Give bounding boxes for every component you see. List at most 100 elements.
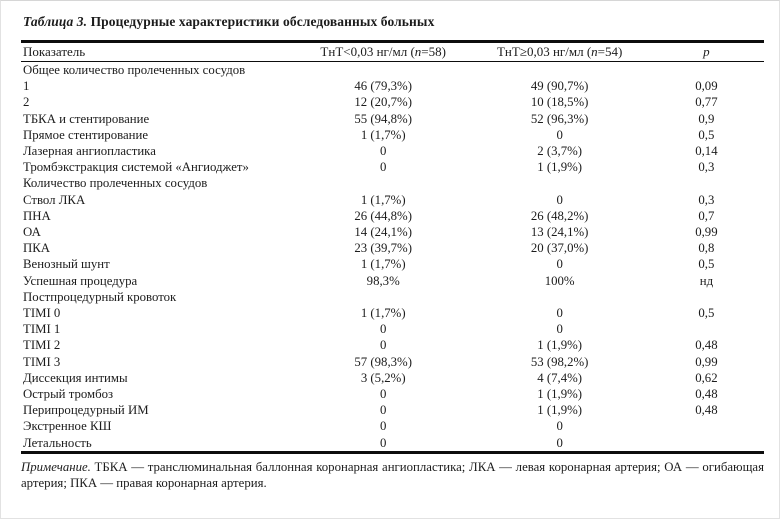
group1-value: 46 (79,3%) <box>354 79 412 94</box>
group1-value: 26 (44,8%) <box>354 208 412 223</box>
group2-value: 53 (98,2%) <box>530 354 589 369</box>
group1-value: 0 <box>380 435 387 450</box>
header-indicator: Показатель <box>21 41 296 62</box>
group2-value <box>471 62 649 79</box>
header-group2: ТнТ≥0,03 нг/мл (n=54) <box>470 41 649 62</box>
row-label: Количество пролеченных сосудов <box>23 176 208 191</box>
table-row: Тромбэкстракция системой «Ангиоджет» 0 1 (… <box>21 159 764 175</box>
group2-value: 1 (1,9%) <box>537 387 583 402</box>
p-value: 0,99 <box>695 354 718 369</box>
header-p-value: p <box>648 41 764 62</box>
p-value: 0,14 <box>695 144 718 159</box>
group2-value: 13 (24,1%) <box>530 225 589 240</box>
table-row: TIMI 2 0 1 (1,9%) 0,48 <box>21 337 764 353</box>
group1-value: 98,3% <box>366 273 400 288</box>
group2-value: 20 (37,0%) <box>530 241 589 256</box>
group1-value <box>296 289 471 305</box>
group1-value: 14 (24,1%) <box>354 225 412 240</box>
group1-value: 0 <box>380 419 387 434</box>
table-row: Успешная процедура 98,3% 100% нд <box>21 273 764 289</box>
p-value: 0,5 <box>698 127 715 142</box>
group2-value: 0 <box>556 127 563 142</box>
table-number: Таблица 3. <box>23 14 88 29</box>
group2-value: 49 (90,7%) <box>530 79 589 94</box>
p-value <box>649 321 764 337</box>
group2-value: 10 (18,5%) <box>530 95 589 110</box>
group2-value: 100% <box>544 273 575 288</box>
p-value <box>649 62 764 79</box>
p-value: 0,8 <box>698 241 715 256</box>
group1-value: 55 (94,8%) <box>354 111 412 126</box>
row-label: Успешная процедура <box>23 273 138 288</box>
row-label: ОА <box>23 225 41 240</box>
row-label: ПНА <box>23 208 51 223</box>
group1-value: 1 (1,7%) <box>360 127 406 142</box>
table-row: 2 12 (20,7%) 10 (18,5%) 0,77 <box>21 94 764 110</box>
group2-value: 26 (48,2%) <box>530 208 589 223</box>
section-row: Количество пролеченных сосудов <box>21 175 764 191</box>
group2-value: 4 (7,4%) <box>537 370 583 385</box>
p-value: 0,99 <box>695 225 718 240</box>
row-label: ТБКА и стентирование <box>23 111 150 126</box>
p-value: 0,48 <box>695 387 718 402</box>
table-row: Экстренное КШ 0 0 <box>21 418 764 434</box>
row-label: TIMI 3 <box>23 354 61 369</box>
row-label: Лазерная ангиопластика <box>23 144 156 159</box>
table-title-text: Процедурные характеристики обследованных… <box>87 14 435 29</box>
row-label: 1 <box>23 79 30 94</box>
p-value: 0,7 <box>698 208 715 223</box>
p-value: нд <box>699 273 714 288</box>
p-value: 0,48 <box>695 338 718 353</box>
group1-value <box>296 62 471 79</box>
group2-value <box>471 175 649 191</box>
row-label: 2 <box>23 95 30 110</box>
header-row: Показатель ТнТ<0,03 нг/мл (n=58) ТнТ≥0,0… <box>21 41 764 62</box>
p-value <box>649 175 764 191</box>
table-row: ПКА 23 (39,7%) 20 (37,0%) 0,8 <box>21 240 764 256</box>
row-label: Общее количество пролеченных сосудов <box>23 63 246 77</box>
group1-value: 0 <box>380 160 387 175</box>
table-row: Летальность 0 0 <box>21 435 764 453</box>
group1-value: 0 <box>380 403 387 418</box>
group2-value: 1 (1,9%) <box>537 403 583 418</box>
p-value: 0,09 <box>695 79 718 94</box>
p-value <box>649 289 764 305</box>
table-row: Перипроцедурный ИМ 0 1 (1,9%) 0,48 <box>21 402 764 418</box>
table-row: ПНА 26 (44,8%) 26 (48,2%) 0,7 <box>21 208 764 224</box>
p-value <box>649 418 764 434</box>
p-value: 0,48 <box>695 403 718 418</box>
header-group1: ТнТ<0,03 нг/мл (n=58) <box>295 41 471 62</box>
group1-value: 1 (1,7%) <box>360 306 406 321</box>
row-label: Тромбэкстракция системой «Ангиоджет» <box>23 160 249 175</box>
table-row: TIMI 0 1 (1,7%) 0 0,5 <box>21 305 764 321</box>
group2-value: 0 <box>556 306 563 321</box>
group2-value: 0 <box>556 435 563 450</box>
row-label: Постпроцедурный кровоток <box>23 289 177 304</box>
section-row: Общее количество пролеченных сосудов <box>21 62 764 79</box>
row-label: TIMI 2 <box>23 338 61 353</box>
table-row: TIMI 1 0 0 <box>21 321 764 337</box>
row-label: Летальность <box>23 435 92 450</box>
p-value: 0,3 <box>698 192 715 207</box>
table-row: ОА 14 (24,1%) 13 (24,1%) 0,99 <box>21 224 764 240</box>
group2-value: 0 <box>556 322 563 337</box>
row-label: Экстренное КШ <box>23 419 112 434</box>
p-value: 0,77 <box>695 95 718 110</box>
table-row: Диссекция интимы 3 (5,2%) 4 (7,4%) 0,62 <box>21 370 764 386</box>
table-header: Показатель ТнТ<0,03 нг/мл (n=58) ТнТ≥0,0… <box>21 41 764 62</box>
row-label: Ствол ЛКА <box>23 192 86 207</box>
row-label: Венозный шунт <box>23 257 110 272</box>
row-label: Острый тромбоз <box>23 387 114 402</box>
group1-value: 12 (20,7%) <box>354 95 412 110</box>
group2-value: 1 (1,9%) <box>537 160 583 175</box>
table-row: Лазерная ангиопластика 0 2 (3,7%) 0,14 <box>21 143 764 159</box>
procedural-characteristics-table: Показатель ТнТ<0,03 нг/мл (n=58) ТнТ≥0,0… <box>21 40 764 454</box>
p-value: 0,62 <box>695 370 718 385</box>
footnote-label: Примечание. <box>21 459 91 474</box>
row-label: ПКА <box>23 241 51 256</box>
group1-value: 57 (98,3%) <box>354 354 412 369</box>
group1-value: 0 <box>380 338 387 353</box>
group2-value: 52 (96,3%) <box>530 111 589 126</box>
p-value: 0,9 <box>698 111 715 126</box>
table-row: ТБКА и стентирование 55 (94,8%) 52 (96,3%)… <box>21 111 764 127</box>
